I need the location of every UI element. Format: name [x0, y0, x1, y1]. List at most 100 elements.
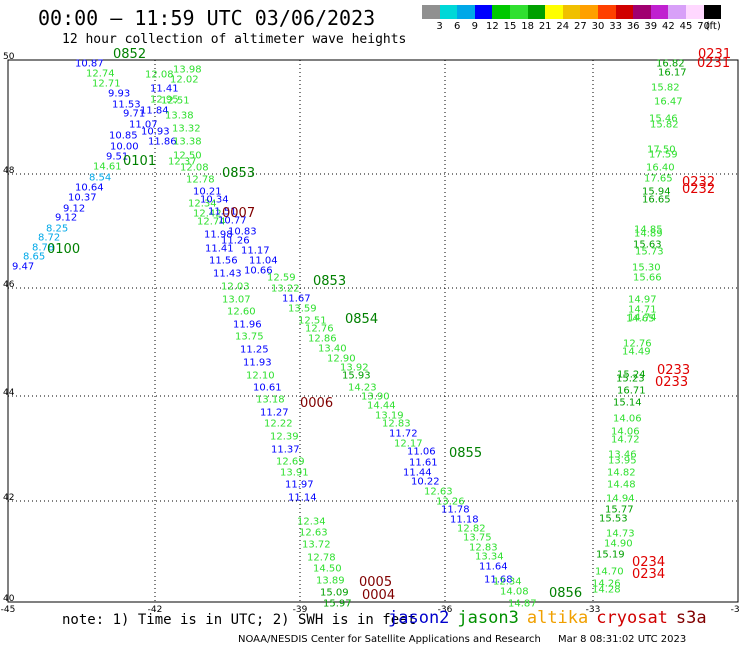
swh-observation: 10.85 [109, 130, 138, 141]
swh-observation: 11.41 [205, 243, 234, 254]
swh-observation: 14.70 [595, 566, 624, 577]
satellite-legend: jason2 jason3 altika cryosat s3a [388, 608, 715, 628]
swh-observation: 8.65 [23, 251, 45, 262]
swh-observation: 14.49 [622, 346, 651, 357]
swh-observation: 11.14 [288, 492, 317, 503]
swh-observation: 11.93 [243, 357, 272, 368]
swh-observation: 14.26 [592, 578, 621, 589]
swh-observation: 16.47 [654, 96, 683, 107]
color-swatch [439, 5, 458, 19]
color-scale-label: 21 [538, 21, 552, 32]
color-scale-label: 70 [697, 21, 710, 32]
swh-observation: 11.97 [285, 479, 314, 490]
color-scale-label: 24 [556, 21, 570, 32]
swh-observation: 9.12 [63, 203, 85, 214]
swh-observation: 14.87 [508, 598, 537, 609]
swh-observation: 12.50 [173, 150, 202, 161]
swh-observation: 17.50 [647, 144, 676, 155]
pass-time-label: 0855 [449, 446, 482, 461]
swh-observation: 15.73 [635, 246, 664, 257]
pass-time-label: 0007 [222, 206, 255, 221]
swh-observation: 9.51 [106, 151, 128, 162]
swh-observation: 11.96 [233, 319, 262, 330]
swh-observation: 11.04 [249, 255, 278, 266]
swh-observation: 10.77 [218, 215, 247, 226]
swh-observation: 14.90 [604, 538, 633, 549]
swh-observation: 12.76 [623, 338, 652, 349]
color-scale-label: 15 [503, 21, 517, 32]
color-scale-label: 9 [471, 21, 478, 32]
color-swatch [527, 5, 546, 19]
color-swatch [597, 5, 616, 19]
color-scale-label: 3 [436, 21, 443, 32]
longitude-label: -30 [731, 605, 740, 615]
swh-observation: 15.63 [633, 239, 662, 250]
color-swatch [457, 5, 475, 19]
swh-observation: 15.09 [320, 587, 349, 598]
pass-time-label: 0853 [222, 166, 255, 181]
legend-entry-altika: altika [526, 608, 589, 628]
legend-entry-s3a: s3a [675, 608, 707, 628]
color-scale-bar [422, 5, 722, 19]
map-grid [7, 59, 739, 603]
color-swatch [562, 5, 581, 19]
swh-observation: 10.93 [141, 126, 170, 137]
swh-observation: 12.63 [424, 486, 453, 497]
swh-observation: 11.51 [208, 206, 237, 217]
swh-observation: 8.25 [46, 223, 68, 234]
color-scale-label: 36 [626, 21, 640, 32]
swh-observation: 12.39 [270, 431, 299, 442]
swh-observation: 14.44 [367, 400, 396, 411]
color-swatch [422, 5, 440, 19]
swh-observation: 12.82 [457, 523, 486, 534]
color-scale-label: (ft) [705, 21, 721, 32]
longitude-label: -42 [148, 605, 163, 615]
axis-labels: -45 -42 -39 -36 -33 -30 50 48 46 44 42 40 [1, 52, 740, 615]
pass-time-label: 0231 [698, 47, 731, 62]
swh-observation: 15.82 [650, 119, 679, 130]
swh-observation: 12.90 [327, 353, 356, 364]
pass-time-label: 0234 [632, 567, 665, 582]
pass-time-label: 0101 [123, 154, 156, 169]
color-swatch [703, 5, 722, 19]
pass-time-label: 0853 [313, 274, 346, 289]
swh-observation: 11.41 [150, 83, 179, 94]
swh-observation: 13.34 [475, 551, 504, 562]
swh-observation: 13.98 [173, 64, 202, 75]
swh-observation: 12.42 [193, 208, 222, 219]
swh-observation: 12.10 [246, 370, 275, 381]
swh-observation: 8.78 [32, 242, 54, 253]
color-scale-label: 42 [662, 21, 675, 32]
legend-entry-cryosat: cryosat [596, 608, 668, 628]
footer-credit: NOAA/NESDIS Center for Satellite Applica… [238, 634, 541, 645]
swh-observation: 13.92 [340, 362, 369, 373]
swh-observation: 10.83 [228, 226, 257, 237]
swh-observation: 13.72 [302, 539, 331, 550]
swh-observation: 10.66 [244, 265, 273, 276]
swh-observation: 9.93 [108, 88, 130, 99]
swh-observation: 11.84 [140, 105, 169, 116]
swh-observation: 12.74 [197, 216, 226, 227]
swh-observation: 13.38 [165, 110, 194, 121]
swh-observation: 9.12 [55, 212, 77, 223]
swh-observation: 16.71 [617, 385, 646, 396]
swh-observation: 8.54 [89, 172, 111, 183]
longitude-label: -36 [438, 605, 453, 615]
swh-observation: 13.89 [316, 575, 345, 586]
swh-observation: 15.82 [651, 82, 680, 93]
swh-observation: 11.68 [484, 574, 513, 585]
color-scale-label: 12 [486, 21, 499, 32]
swh-observation: 13.32 [172, 123, 201, 134]
swh-observation: 13.59 [288, 303, 317, 314]
swh-observation: 12.69 [276, 456, 305, 467]
swh-observation: 12.22 [264, 418, 293, 429]
color-swatch [633, 5, 651, 19]
swh-observation: 15.14 [613, 397, 642, 408]
pass-time-label: 0234 [632, 555, 665, 570]
swh-observation: 14.23 [348, 382, 377, 393]
swh-observation: 17.59 [649, 149, 678, 160]
swh-observation: 16.40 [646, 162, 675, 173]
swh-observation: 11.26 [221, 235, 250, 246]
pass-time-label: 0852 [113, 47, 146, 62]
